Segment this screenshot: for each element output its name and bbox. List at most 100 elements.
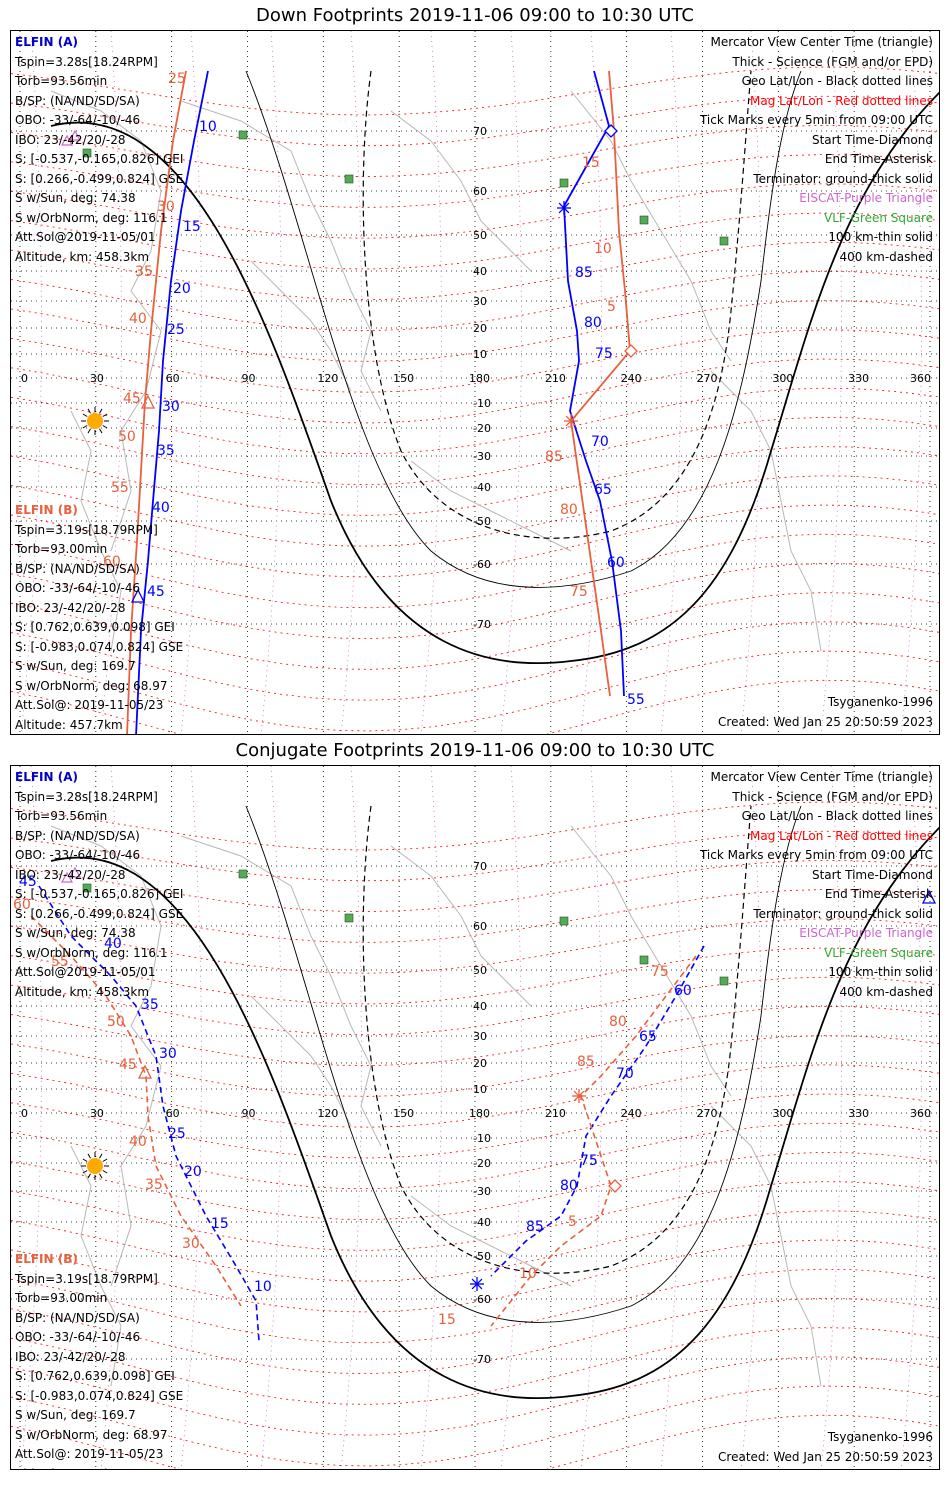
panel-footer: Tsyganenko-1996 Created: Wed Jan 25 20:5… [718, 693, 933, 732]
elfin-a-tick-label: 40 [152, 500, 170, 516]
mag-latitude-line [11, 918, 939, 974]
mag-latitude-line [11, 329, 939, 393]
elfin-a-tick-label: 65 [594, 482, 612, 498]
mag-latitude-line [11, 1181, 939, 1251]
legend-geo-grid: Geo Lat/Lon - Black dotted lines [741, 809, 933, 823]
legend-100km: 100 km-thin solid [828, 230, 933, 244]
elfin-b-attsol: Att.Sol@: 2019-11-05/23 [15, 698, 164, 712]
mag-latitude-line [11, 1239, 939, 1313]
mag-latitude-line [11, 1035, 939, 1097]
eiscat-station-icon [68, 129, 82, 141]
elfin-a-tick-label: 85 [575, 265, 593, 281]
longitude-tick-label: 180 [469, 1107, 490, 1120]
elfin-b-tick-label: 15 [438, 1312, 456, 1328]
coastline [180, 835, 382, 1147]
vlf-station-icon [238, 869, 248, 879]
elfin-a-s-gse: S: [0.266,-0.499,0.824] GSE [15, 906, 184, 921]
latitude-tick-label: 40 [473, 265, 487, 278]
sun-ray [99, 408, 103, 414]
elfin-a-tick-label: 75 [595, 346, 613, 362]
mag-latitude-line [11, 1064, 939, 1128]
coastline [70, 410, 122, 652]
elfin-a-center-triangle [130, 588, 146, 603]
elfin-a-track-east [490, 945, 705, 1277]
longitude-tick-label: 120 [317, 1107, 338, 1120]
elfin-a-tick-label: 45 [19, 874, 37, 890]
elfin-a-tick-label: 40 [104, 936, 122, 952]
elfin-a-track-east [563, 70, 625, 697]
coastline [570, 825, 732, 1097]
mag-longitude-line [500, 766, 522, 1469]
latitude-tick-label: -50 [473, 1250, 491, 1263]
longitude-tick-label: 60 [166, 1107, 180, 1120]
terminator-100km [245, 70, 802, 588]
sun-ray [99, 428, 103, 434]
elfin-b-track-east [490, 955, 697, 1327]
elfin-b-tick-label: 55 [51, 954, 69, 970]
coastline [70, 1145, 122, 1387]
legend-tick-marks: Tick Marks every 5min from 09:00 UTC [699, 848, 933, 862]
elfin-a-s-gei: S: [-0.537,-0.165,0.826] GEI [15, 152, 184, 166]
elfin-b-end-asterisk [565, 415, 577, 427]
longitude-tick-label: 330 [848, 372, 869, 385]
coastline [180, 100, 382, 412]
vlf-station-icon [639, 955, 649, 965]
legend-center-time: Mercator View Center Time (triangle) [710, 770, 933, 784]
vlf-station-icon [559, 916, 569, 926]
sun-ray [102, 1158, 108, 1162]
elfin-b-bsp: B/SP: (NA/ND/SD/SA) [15, 1310, 140, 1325]
mag-latitude-line [11, 271, 939, 331]
longitude-tick-label: 0 [21, 1107, 28, 1120]
elfin-a-altitude: Altitude, km: 458.3km [15, 249, 150, 264]
elfin-b-s-sun: S w/Sun, deg: 169.7 [15, 659, 136, 673]
sun-icon [87, 1158, 103, 1174]
conjugate-footprints-panel: 0 30 60 90 120 150 180 210 240 270 300 330 360 70 60 50… [10, 765, 940, 1470]
down-footprints-panel: 0 30 60 90 120 150 180 210 240 270 300 330 360 70 60 50… [10, 30, 940, 735]
vlf-station-icon [719, 236, 729, 246]
elfin-a-tick-label: 10 [254, 1279, 272, 1295]
sun-ray [82, 1170, 88, 1174]
longitude-tick-label: 90 [242, 1107, 256, 1120]
elfin-b-tick-label: 85 [545, 449, 563, 465]
vlf-station-icon [344, 174, 354, 184]
mag-latitude-line [11, 1152, 939, 1220]
elfin-b-tick-label: 5 [568, 1214, 577, 1230]
longitude-tick-label: 240 [621, 372, 642, 385]
elfin-b-torb: Torb=93.00min [15, 542, 108, 556]
elfin-a-end-asterisk [558, 202, 570, 214]
mag-latitude-line [11, 1006, 939, 1066]
longitude-tick-label: 30 [90, 1107, 104, 1120]
mag-longitude-line [340, 766, 362, 1469]
eiscat-station-icon [68, 866, 82, 878]
elfin-b-track-west [30, 915, 242, 1307]
elfin-b-s-gse: S: [-0.983,0.074,0.824] GSE [15, 639, 184, 654]
latitude-tick-label: 20 [473, 322, 487, 335]
mag-latitude-line [11, 475, 939, 547]
mag-longitude-line [260, 31, 282, 734]
legend-terminator: Terminator: ground-thick solid [753, 906, 933, 921]
elfin-b-tick-label: 30 [182, 1236, 200, 1252]
elfin-b-start-diamond [624, 344, 638, 358]
elfin-a-tick-label: 80 [584, 315, 602, 331]
elfin-a-obo: OBO: -33/-64/-10/-46 [15, 113, 141, 127]
mag-latitude-line [11, 947, 939, 1005]
mag-latitude-line [11, 125, 939, 177]
elfin-b-tick-label: 60 [13, 897, 31, 913]
elfin-a-attsol: Att.Sol@2019-11-05/01 [15, 965, 156, 979]
sun-ray [99, 1153, 103, 1159]
elfin-b-tick-label: 10 [594, 241, 612, 257]
elfin-a-tick-label: 60 [607, 555, 625, 571]
elfin-a-name: ELFIN (A) [15, 35, 78, 49]
sun-icon [87, 413, 103, 429]
longitude-tick-label: 300 [772, 372, 793, 385]
elfin-b-tick-label: 50 [107, 1014, 125, 1030]
coastline [250, 995, 352, 1127]
latitude-tick-label: -40 [473, 1216, 491, 1229]
latitude-tick-label: -10 [473, 1132, 491, 1145]
legend-eiscat: EISCAT-Purple Triangle [799, 191, 933, 205]
elfin-b-s-gei: S: [0.762,0.639,0.098] GEI [15, 1369, 175, 1383]
elfin-a-tick-label: 25 [168, 1126, 186, 1142]
elfin-b-obo: OBO: -33/-64/-10/-46 [15, 1330, 141, 1344]
sun-ray [99, 1173, 103, 1179]
legend-science: Thick - Science (FGM and/or EPD) [732, 789, 933, 804]
